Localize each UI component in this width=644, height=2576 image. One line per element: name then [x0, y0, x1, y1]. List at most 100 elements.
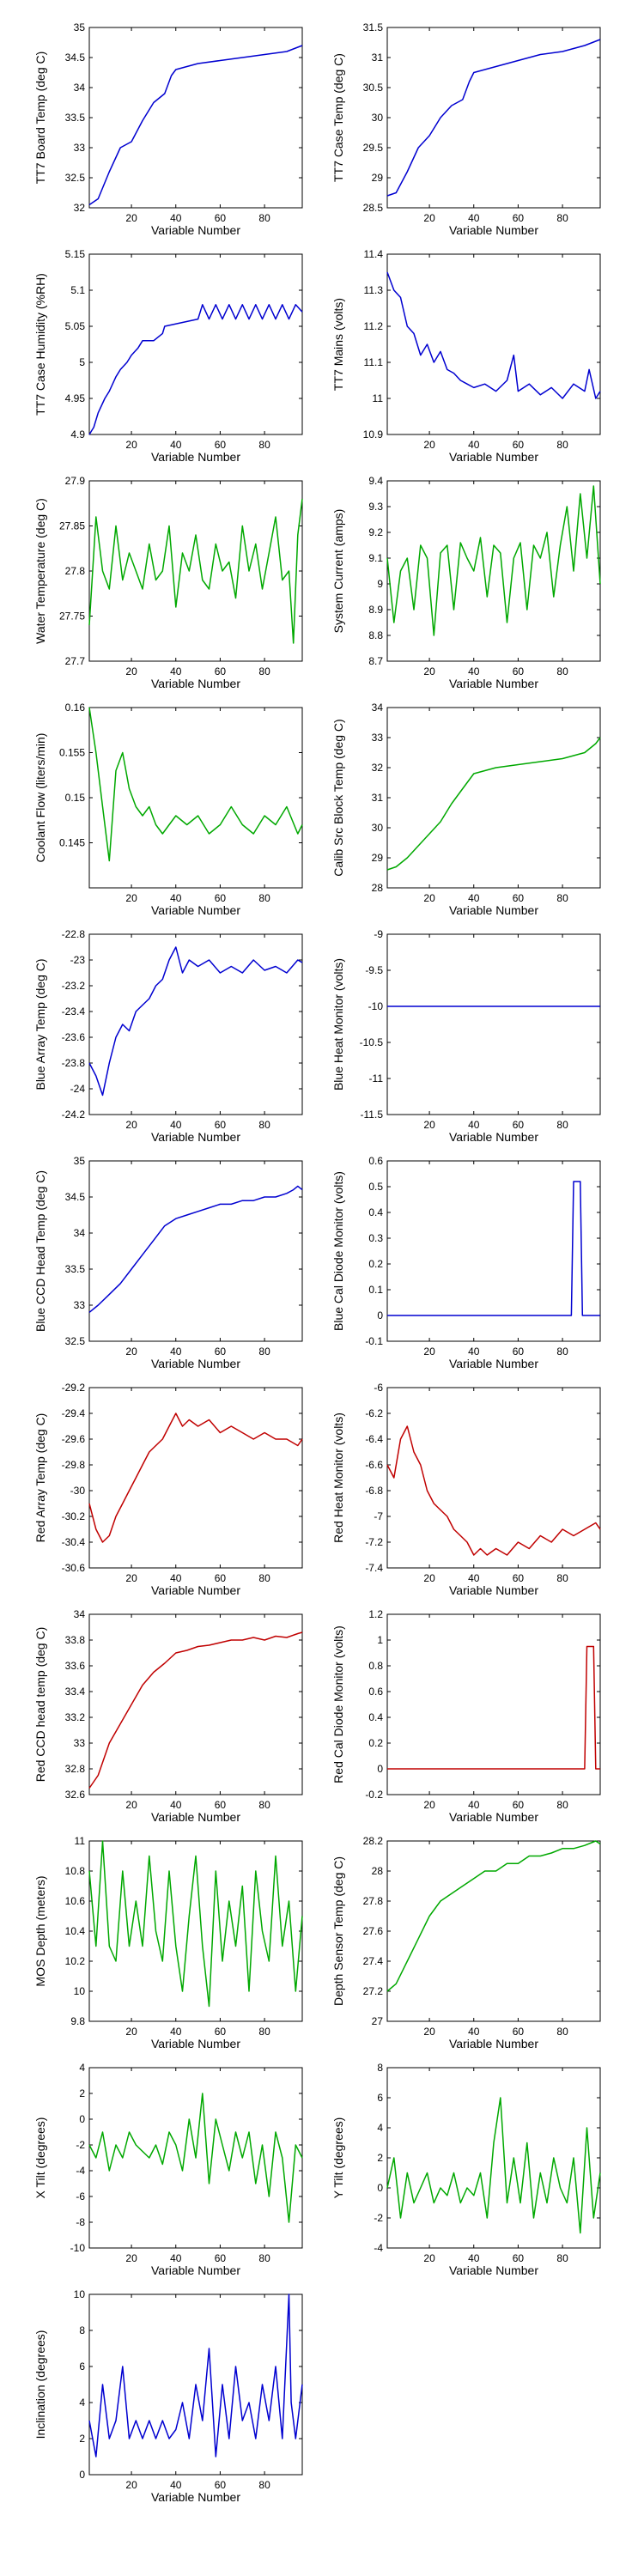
y-axis-label: X Tilt (degrees) [33, 2117, 47, 2199]
y-axis-label: System Current (amps) [331, 509, 345, 634]
chart-10: -11.5 -11 -10.5 -10 -9.5 -9 20 40 60 80 Variable N… [331, 928, 601, 1144]
x-tick-label: 20 [423, 892, 435, 904]
y-tick-label: -0.2 [365, 1789, 383, 1801]
x-tick-label: 40 [468, 2252, 480, 2264]
plot-frame [88, 707, 303, 889]
y-tick-label: -9 [374, 928, 383, 940]
x-axis-label: Variable Number [151, 2490, 240, 2504]
x-tick-label: 20 [125, 212, 137, 224]
x-tick-label: 40 [468, 439, 480, 451]
x-axis-label: Variable Number [151, 1810, 240, 1824]
chart-20: -4 -2 0 2 4 6 8 20 40 60 80 Variable Number Y Tilt (… [331, 2062, 601, 2277]
y-tick-label: -11.5 [361, 1109, 384, 1121]
x-tick-label: 40 [170, 1799, 182, 1811]
y-tick-label: -23 [70, 954, 86, 966]
y-tick-label: 0 [377, 2182, 383, 2194]
y-axis-label: Depth Sensor Temp (deg C) [331, 1856, 345, 2006]
y-tick-label: -24 [70, 1083, 86, 1095]
chart-17: 9.8 10 10.2 10.4 10.6 10.8 11 20 40 60 80 Variable … [33, 1835, 303, 2050]
y-tick-label: 8 [377, 2062, 383, 2074]
y-tick-label: 0.145 [59, 837, 85, 849]
plot-frame [88, 1840, 303, 2022]
x-tick-label: 20 [423, 2026, 435, 2038]
y-tick-label: -7.4 [365, 1562, 383, 1574]
chart-3: 4.9 4.95 5 5.05 5.1 5.15 20 40 60 80 Variable Numb… [33, 248, 303, 464]
y-tick-label: 30 [372, 822, 384, 834]
y-tick-label: -4 [76, 2165, 85, 2177]
y-tick-label: 0.4 [368, 1711, 383, 1723]
y-tick-label: 2 [79, 2433, 85, 2445]
y-tick-label: 9.8 [70, 2015, 85, 2027]
y-tick-label: 27.7 [65, 655, 86, 667]
y-tick-label: 5.1 [70, 284, 85, 296]
y-tick-label: 11.2 [364, 320, 384, 332]
y-axis-label: Blue Array Temp (deg C) [33, 958, 47, 1090]
y-tick-label: 27.8 [363, 1895, 384, 1907]
y-tick-label: 34 [74, 1227, 86, 1239]
plot-frame [88, 253, 303, 435]
y-tick-label: -4 [374, 2242, 383, 2254]
y-tick-label: 8.7 [368, 655, 383, 667]
y-tick-label: 31.5 [363, 21, 384, 33]
y-tick-label: 6 [377, 2092, 383, 2104]
y-tick-label: 0.155 [59, 747, 85, 759]
y-axis-label: Red Array Temp (deg C) [33, 1413, 47, 1543]
y-tick-label: 27.8 [65, 565, 86, 577]
x-tick-label: 20 [125, 2252, 137, 2264]
y-tick-label: 27.2 [363, 1985, 384, 1997]
chart-14: -7.4 -7.2 -7 -6.8 -6.6 -6.4 -6.2 -6 20 40 60 80 Vari… [331, 1382, 601, 1597]
plot-frame [88, 1160, 303, 1342]
series-line [88, 707, 303, 862]
y-tick-label: 32.5 [65, 172, 86, 184]
x-tick-label: 40 [170, 2252, 182, 2264]
y-tick-label: 28 [372, 1865, 384, 1877]
x-tick-label: 60 [215, 212, 227, 224]
chart-4: 10.9 11 11.1 11.2 11.3 11.4 20 40 60 80 Variable N… [331, 248, 601, 464]
y-axis-label: TT7 Case Temp (deg C) [331, 53, 345, 182]
series-line [386, 485, 601, 636]
series-line [386, 271, 601, 399]
y-axis-label: Red Heat Monitor (volts) [331, 1413, 345, 1543]
x-tick-label: 20 [423, 1572, 435, 1584]
y-tick-label: 0.1 [368, 1284, 383, 1296]
y-tick-label: 33.8 [65, 1634, 86, 1646]
x-axis-label: Variable Number [449, 1357, 538, 1370]
y-axis-label: Red CCD head temp (deg C) [33, 1627, 47, 1783]
x-axis-label: Variable Number [449, 677, 538, 690]
y-tick-label: 10.9 [363, 428, 384, 440]
y-tick-label: 11.3 [364, 284, 384, 296]
x-tick-label: 40 [468, 892, 480, 904]
y-tick-label: 28.5 [363, 202, 384, 214]
y-tick-label: -22.8 [62, 928, 86, 940]
y-tick-label: 0.2 [368, 1737, 383, 1749]
series-line [88, 1185, 303, 1313]
series-line [386, 1425, 601, 1556]
y-axis-label: Blue Cal Diode Monitor (volts) [331, 1171, 345, 1331]
y-tick-label: 10 [74, 2288, 86, 2300]
y-tick-label: 6 [79, 2360, 85, 2372]
y-tick-label: -24.2 [62, 1109, 86, 1121]
y-tick-label: 0.8 [368, 1660, 383, 1672]
y-tick-label: -11 [369, 1072, 384, 1084]
series-line [88, 45, 303, 206]
y-tick-label: 33 [372, 732, 384, 744]
x-tick-label: 80 [258, 1572, 270, 1584]
x-tick-label: 20 [125, 1799, 137, 1811]
y-tick-label: -2 [76, 2139, 85, 2151]
x-tick-label: 20 [125, 2026, 137, 2038]
y-tick-label: 0 [377, 1763, 383, 1775]
y-tick-label: -29.2 [62, 1382, 86, 1394]
y-axis-label: Blue CCD Head Temp (deg C) [33, 1170, 47, 1332]
y-axis-label: MOS Depth (meters) [33, 1875, 47, 1986]
chart-6: 8.7 8.8 8.9 9 9.1 9.2 9.3 9.4 20 40 60 80 Variable N… [331, 475, 601, 690]
chart-8: 28 29 30 31 32 33 34 20 40 60 80 Variable Number Cal… [331, 702, 601, 917]
y-tick-label: 0 [79, 2469, 85, 2481]
x-tick-label: 20 [423, 1346, 435, 1358]
y-axis-label: Coolant Flow (liters/min) [33, 733, 47, 863]
x-axis-label: Variable Number [449, 903, 538, 917]
y-tick-label: -6 [374, 1382, 383, 1394]
y-tick-label: 10.2 [65, 1955, 86, 1967]
x-tick-label: 80 [556, 1346, 568, 1358]
x-axis-label: Variable Number [151, 450, 240, 464]
x-tick-label: 80 [258, 892, 270, 904]
